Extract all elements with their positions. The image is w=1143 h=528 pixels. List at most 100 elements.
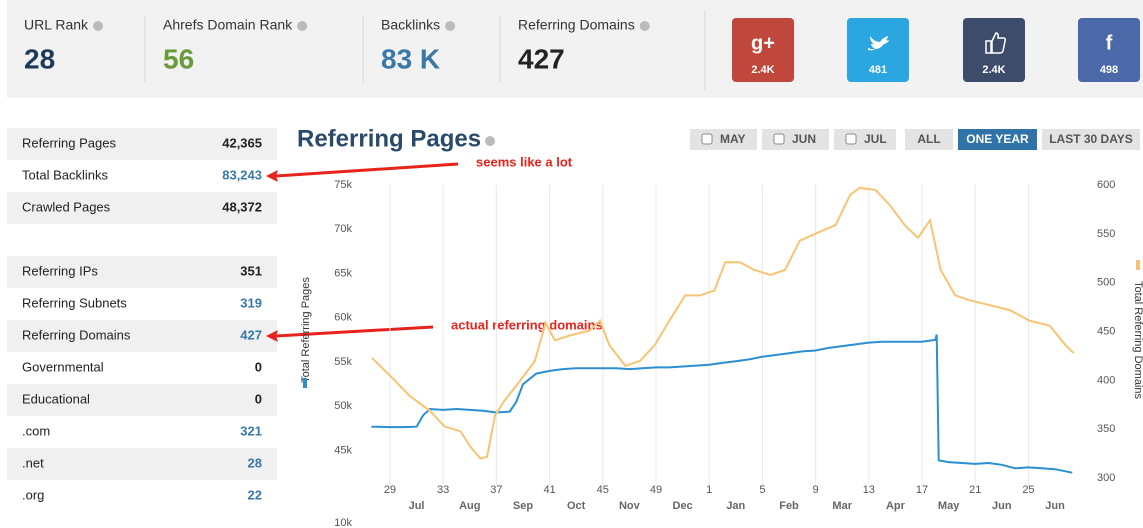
month-label: Oct [567,500,586,512]
month-label: Mar [832,500,852,512]
row-label: .com [22,423,50,438]
x-tick-label: 29 [384,484,396,496]
row-value[interactable]: 427 [240,327,262,342]
legend-swatch [1136,260,1140,270]
legend-swatch [303,378,307,388]
row-bg [7,384,277,416]
x-tick-label: 21 [969,484,981,496]
checkbox[interactable] [845,133,857,145]
row-value[interactable]: 319 [240,295,262,310]
row-label: Total Backlinks [22,167,108,182]
month-label: May [938,500,960,512]
row-label: Educational [22,391,90,406]
x-tick-label: 1 [706,484,712,496]
y-tick-label: 45k [334,444,352,456]
below-label: 10k [334,517,352,528]
like-icon [985,32,1007,54]
month-label: Sep [513,500,533,512]
series-line [371,334,1073,474]
arrow-head [266,330,278,342]
range-label: ONE YEAR [966,132,1029,146]
month-label: Aug [459,500,480,512]
checkbox[interactable] [701,133,713,145]
y-tick-label: 60k [334,312,352,324]
row-value: 48,372 [222,199,262,214]
range-label: ALL [917,132,940,146]
social-button[interactable] [1078,18,1140,82]
series-line [371,186,1075,460]
row-label: Referring Domains [22,327,131,342]
y2-tick-label: 350 [1097,423,1115,435]
info-icon [445,21,456,31]
y-tick-label: 65k [334,267,352,279]
checkbox-label: JUN [792,132,816,146]
x-tick-label: 37 [490,484,502,496]
social-button[interactable] [963,18,1025,82]
row-value[interactable]: 83,243 [222,167,262,182]
month-label: Jul [409,500,425,512]
stat-value: 427 [518,43,565,74]
legend-left: Total Referring Pages [300,277,312,383]
chart-title: Referring Pages [297,125,481,152]
row-label: Referring Pages [22,135,116,150]
social-count: 2.4K [982,64,1005,76]
twitter-icon [868,36,889,51]
annotation: actual referring domains [451,317,603,332]
stat-value: 83 K [381,43,440,74]
y2-tick-label: 400 [1097,374,1115,386]
annotation-arrow [275,162,459,178]
annotation: seems like a lot [476,154,573,169]
x-tick-label: 45 [597,484,609,496]
range-button[interactable] [1042,129,1140,150]
arrow-head [266,170,278,182]
range-button[interactable] [905,129,953,150]
x-tick-label: 25 [1022,484,1034,496]
row-label: .org [22,487,44,502]
info-icon [639,21,650,31]
info-icon [297,21,308,31]
row-value[interactable]: 22 [248,487,262,502]
month-label: Jan [726,500,745,512]
dividers [144,10,706,90]
y2-tick-label: 300 [1097,472,1115,484]
row-value: 42,365 [222,135,262,150]
stat-value: 28 [24,43,55,74]
annotation-arrow [275,325,434,338]
social-button[interactable] [847,18,909,82]
row-bg [7,128,277,160]
stat-label: URL Rank [24,17,89,33]
legend-right: Total Referring Domains [1132,281,1143,399]
y2-tick-label: 600 [1097,179,1115,191]
social-icon: f [1106,32,1113,54]
x-tick-label: 9 [813,484,819,496]
x-tick-label: 33 [437,484,449,496]
stats-bar [7,0,1143,98]
row-bg [7,320,277,352]
stat-value: 56 [163,43,194,74]
month-label: Nov [619,500,641,512]
range-label: LAST 30 DAYS [1049,132,1133,146]
social-count: 481 [869,64,887,76]
checkbox-label: JUL [864,132,887,146]
row-label: Crawled Pages [22,199,111,214]
stat-label: Referring Domains [518,17,635,33]
stat-label: Backlinks [381,17,440,33]
month-label: Jun [992,500,1012,512]
y2-tick-label: 550 [1097,228,1115,240]
row-value: 0 [255,391,262,406]
y2-tick-label: 450 [1097,325,1115,337]
row-bg [7,448,277,480]
row-value[interactable]: 28 [248,455,262,470]
x-tick-label: 49 [650,484,662,496]
social-button[interactable] [732,18,794,82]
row-value[interactable]: 321 [240,423,262,438]
info-icon [93,21,104,31]
row-label: Referring Subnets [22,295,127,310]
range-button[interactable] [958,129,1037,150]
month-label: Dec [673,500,693,512]
checkbox-label: MAY [720,132,746,146]
checkbox[interactable] [773,133,785,145]
social-count: 2.4K [751,64,774,76]
